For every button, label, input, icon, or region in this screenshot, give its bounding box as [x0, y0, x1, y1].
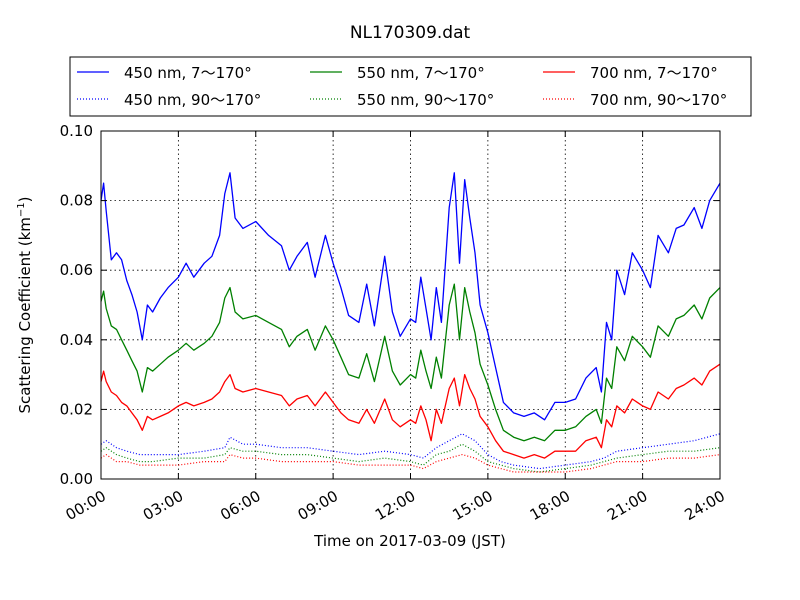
y-axis-label-close: )	[16, 196, 34, 202]
series-line-5	[100, 454, 721, 473]
series-line-3	[100, 443, 721, 473]
y-tick-label: 0.04	[60, 331, 93, 349]
y-tick-label: 0.06	[60, 261, 93, 279]
y-axis: 0.00 0.02 0.04 0.06 0.08 0.10	[60, 122, 720, 488]
legend-label-5: 700 nm, 90～170°	[590, 91, 727, 109]
y-axis-label-main: Scattering Coefficient (km	[16, 217, 34, 413]
x-tick-label: 00:00	[63, 487, 109, 524]
y-axis-label-superscript: −1	[16, 202, 27, 217]
x-axis-label: Time on 2017-03-09 (JST)	[313, 532, 506, 550]
x-tick-label: 09:00	[295, 487, 341, 524]
y-tick-label: 0.10	[60, 122, 93, 140]
series-line-0	[100, 172, 721, 421]
legend-label-4: 700 nm, 7～170°	[590, 64, 718, 82]
y-tick-label: 0.08	[60, 192, 93, 210]
legend: 450 nm, 7～170° 450 nm, 90～170° 550 nm, 7～1…	[69, 56, 752, 117]
x-tick-label: 03:00	[140, 487, 186, 524]
legend-label-2: 550 nm, 7～170°	[357, 64, 485, 82]
plot-area-frame	[100, 130, 721, 480]
y-tick-label: 0.00	[60, 470, 93, 488]
x-axis: 00:00 03:00 06:00 09:00 12:00 15:00 18:00 21:00…	[63, 131, 728, 524]
x-tick-label: 24:00	[682, 487, 728, 524]
x-tick-label: 12:00	[372, 487, 418, 524]
x-tick-label: 06:00	[217, 487, 263, 524]
x-tick-label: 18:00	[527, 487, 573, 524]
y-tick-label: 0.02	[60, 400, 93, 418]
plot-lines	[100, 172, 721, 473]
legend-label-1: 450 nm, 90～170°	[124, 91, 261, 109]
series-line-4	[100, 363, 721, 459]
chart-title: NL170309.dat	[350, 23, 471, 43]
legend-frame	[69, 56, 752, 117]
x-tick-label: 15:00	[449, 487, 495, 524]
grid	[101, 131, 720, 479]
legend-label-3: 550 nm, 90～170°	[357, 91, 494, 109]
series-line-2	[100, 283, 721, 442]
x-tick-label: 21:00	[604, 487, 650, 524]
legend-label-0: 450 nm, 7～170°	[124, 64, 252, 82]
y-axis-label: Scattering Coefficient (km−1)	[16, 196, 34, 413]
